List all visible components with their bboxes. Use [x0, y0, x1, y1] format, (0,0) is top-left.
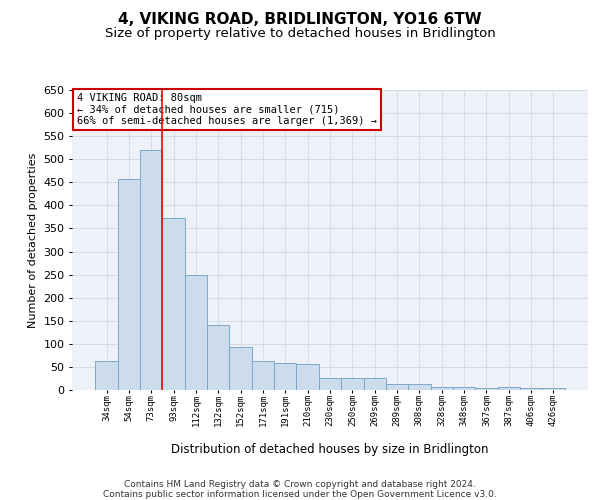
Bar: [431, 387, 453, 390]
Bar: [520, 388, 542, 390]
Text: Size of property relative to detached houses in Bridlington: Size of property relative to detached ho…: [104, 28, 496, 40]
Bar: [475, 388, 497, 390]
Bar: [364, 378, 386, 390]
Bar: [207, 325, 229, 390]
Bar: [341, 378, 364, 390]
Bar: [229, 347, 252, 390]
Bar: [118, 179, 140, 390]
Text: 4, VIKING ROAD, BRIDLINGTON, YO16 6TW: 4, VIKING ROAD, BRIDLINGTON, YO16 6TW: [118, 12, 482, 28]
Bar: [140, 150, 163, 390]
Bar: [542, 388, 565, 390]
Text: 4 VIKING ROAD: 80sqm
← 34% of detached houses are smaller (715)
66% of semi-deta: 4 VIKING ROAD: 80sqm ← 34% of detached h…: [77, 93, 377, 126]
Text: Distribution of detached houses by size in Bridlington: Distribution of detached houses by size …: [171, 442, 489, 456]
Bar: [185, 275, 207, 390]
Bar: [274, 363, 296, 390]
Text: Contains HM Land Registry data © Crown copyright and database right 2024.
Contai: Contains HM Land Registry data © Crown c…: [103, 480, 497, 500]
Bar: [163, 218, 185, 390]
Bar: [319, 378, 341, 390]
Bar: [408, 384, 431, 390]
Bar: [252, 361, 274, 390]
Bar: [95, 361, 118, 390]
Bar: [386, 384, 408, 390]
Bar: [453, 387, 475, 390]
Y-axis label: Number of detached properties: Number of detached properties: [28, 152, 38, 328]
Bar: [497, 387, 520, 390]
Bar: [296, 364, 319, 390]
